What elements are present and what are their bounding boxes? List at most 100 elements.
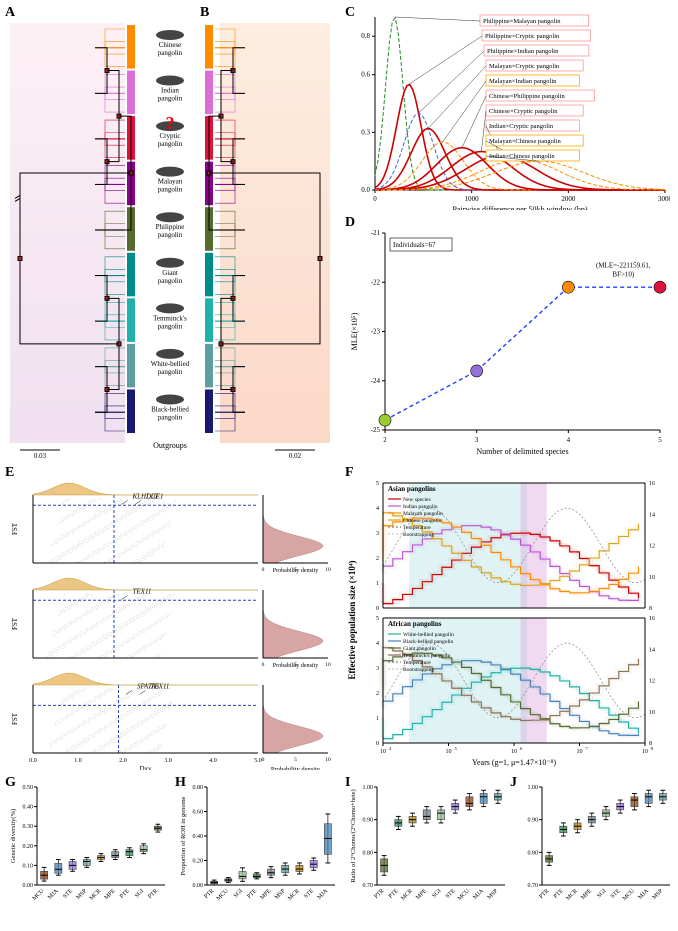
svg-text:0.30: 0.30 bbox=[23, 824, 34, 830]
panel-f-label: F bbox=[345, 465, 354, 481]
svg-text:6: 6 bbox=[520, 746, 523, 751]
panel-a-label: A bbox=[5, 5, 15, 21]
panel-f: F Effective population size (×10⁴)810121… bbox=[345, 465, 670, 770]
svg-text:-25: -25 bbox=[371, 426, 381, 434]
svg-text:Temminck's pangolin: Temminck's pangolin bbox=[403, 653, 450, 659]
svg-text:Indian×Cryptic pangolin: Indian×Cryptic pangolin bbox=[489, 123, 554, 130]
svg-text:0.03: 0.03 bbox=[34, 452, 47, 460]
svg-text:0.00: 0.00 bbox=[193, 883, 204, 889]
panel-d-chart: 2345-25-24-23-22-21Number of delimited s… bbox=[345, 215, 670, 460]
svg-text:0.20: 0.20 bbox=[193, 859, 204, 865]
svg-text:0.10: 0.10 bbox=[23, 863, 34, 869]
svg-text:SGI: SGI bbox=[431, 888, 442, 899]
svg-text:MCR: MCR bbox=[400, 888, 414, 902]
svg-text:0: 0 bbox=[373, 195, 377, 203]
svg-text:-21: -21 bbox=[371, 229, 381, 237]
svg-text:4: 4 bbox=[389, 746, 392, 751]
svg-text:10: 10 bbox=[325, 662, 331, 668]
panel-g-chart: 0.000.100.200.300.400.50Genetic diversit… bbox=[5, 775, 170, 925]
svg-text:2.0: 2.0 bbox=[119, 758, 127, 764]
svg-text:0.80: 0.80 bbox=[193, 785, 204, 791]
svg-text:Probability density: Probability density bbox=[271, 766, 321, 770]
svg-text:1: 1 bbox=[376, 581, 379, 587]
svg-text:Genetic diversity(%): Genetic diversity(%) bbox=[10, 809, 17, 863]
svg-text:STE: STE bbox=[445, 888, 457, 900]
svg-text:MPE: MPE bbox=[415, 888, 428, 901]
svg-text:3.0: 3.0 bbox=[164, 758, 172, 764]
svg-text:Giant pangolin: Giant pangolin bbox=[403, 646, 436, 652]
svg-text:MPE: MPE bbox=[104, 888, 117, 901]
svg-text:MCU: MCU bbox=[32, 888, 46, 902]
svg-text:Indian: Indian bbox=[161, 87, 179, 95]
panel-e-chart: KLHL10DCE1FSTProbability density0510TEX1… bbox=[5, 465, 340, 770]
panel-f-chart: Effective population size (×10⁴)81012141… bbox=[345, 465, 670, 770]
svg-text:SGI: SGI bbox=[134, 888, 145, 899]
svg-text:White-bellied: White-bellied bbox=[151, 360, 190, 368]
svg-text:Effective population size (×10: Effective population size (×10⁴) bbox=[347, 560, 357, 679]
svg-text:Pairwise difference per 50kb w: Pairwise difference per 50kb window (bp) bbox=[452, 205, 587, 210]
svg-text:8: 8 bbox=[649, 606, 652, 612]
svg-text:MCU: MCU bbox=[216, 888, 230, 902]
svg-text:0.0: 0.0 bbox=[361, 186, 370, 194]
svg-text:Black-bellied: Black-bellied bbox=[151, 405, 189, 413]
svg-text:African pangolins: African pangolins bbox=[388, 620, 442, 628]
svg-text:Outgroups: Outgroups bbox=[153, 441, 187, 450]
panel-j-chart: 0.700.800.901.00PTRPTEMCRMPESGISTEMCUMJA… bbox=[510, 775, 675, 925]
svg-text:Temperature: Temperature bbox=[403, 525, 431, 531]
svg-text:pangolin: pangolin bbox=[158, 95, 183, 103]
svg-text:0.90: 0.90 bbox=[363, 818, 374, 824]
svg-text:MSP: MSP bbox=[75, 888, 88, 901]
svg-text:0.40: 0.40 bbox=[193, 834, 204, 840]
svg-text:MCR: MCR bbox=[565, 888, 579, 902]
svg-text:0.80: 0.80 bbox=[363, 850, 374, 856]
svg-text:PTR: PTR bbox=[538, 888, 550, 900]
panel-j: J 0.700.800.901.00PTRPTEMCRMPESGISTEMCUM… bbox=[510, 775, 675, 925]
svg-text:10: 10 bbox=[446, 749, 452, 755]
svg-text:10: 10 bbox=[325, 757, 331, 763]
svg-text:1.00: 1.00 bbox=[363, 785, 374, 791]
svg-text:0: 0 bbox=[262, 662, 265, 668]
svg-text:3: 3 bbox=[376, 666, 379, 672]
svg-text:Temperature: Temperature bbox=[403, 660, 431, 666]
svg-text:16: 16 bbox=[649, 481, 655, 487]
svg-text:14: 14 bbox=[649, 647, 655, 653]
svg-text:0.02: 0.02 bbox=[289, 452, 302, 460]
svg-text:pangolin: pangolin bbox=[158, 413, 183, 421]
svg-text:PTE: PTE bbox=[388, 888, 400, 900]
svg-text:Chinese: Chinese bbox=[159, 41, 182, 49]
svg-text:10: 10 bbox=[325, 567, 331, 573]
svg-text:MSP: MSP bbox=[652, 888, 665, 901]
svg-text:16: 16 bbox=[649, 616, 655, 622]
svg-text:Individuals=67: Individuals=67 bbox=[393, 241, 436, 249]
svg-text:FST: FST bbox=[11, 712, 19, 725]
svg-text:Malayan×Chinese pangolin: Malayan×Chinese pangolin bbox=[489, 138, 561, 145]
panel-g-label: G bbox=[5, 775, 16, 791]
svg-text:pangolin: pangolin bbox=[158, 49, 183, 57]
svg-text:Temminck's: Temminck's bbox=[153, 314, 187, 322]
svg-text:pangolin: pangolin bbox=[158, 277, 183, 285]
svg-text:0.70: 0.70 bbox=[363, 883, 374, 889]
svg-text:2000: 2000 bbox=[561, 195, 576, 203]
figure-container: A B ? ChinesepangolinIndianpangolinCrypt… bbox=[0, 0, 678, 931]
svg-text:MPE: MPE bbox=[259, 888, 272, 901]
svg-text:Philippine×Cryptic pangolin: Philippine×Cryptic pangolin bbox=[485, 33, 560, 40]
svg-text:STE: STE bbox=[62, 888, 74, 900]
svg-text:PTE: PTE bbox=[246, 888, 258, 900]
svg-text:Philippine×Malayan pangolin: Philippine×Malayan pangolin bbox=[483, 18, 561, 25]
svg-text:3: 3 bbox=[475, 436, 479, 444]
svg-text:FST: FST bbox=[11, 617, 19, 630]
svg-text:0.6: 0.6 bbox=[361, 71, 370, 79]
svg-text:4: 4 bbox=[567, 436, 571, 444]
svg-text:0.90: 0.90 bbox=[528, 818, 539, 824]
svg-text:MSP: MSP bbox=[274, 888, 287, 901]
svg-text:?: ? bbox=[166, 113, 175, 133]
svg-text:pangolin: pangolin bbox=[158, 186, 183, 194]
svg-text:Indian×Chinese pangolin: Indian×Chinese pangolin bbox=[489, 153, 555, 160]
svg-text:FST: FST bbox=[11, 522, 19, 535]
svg-text:PTR: PTR bbox=[147, 888, 159, 900]
panel-h: H 0.000.200.400.600.80Proportion of ROH … bbox=[175, 775, 340, 925]
svg-text:SGI: SGI bbox=[596, 888, 607, 899]
svg-text:-24: -24 bbox=[371, 377, 381, 385]
svg-text:pangolin: pangolin bbox=[158, 140, 183, 148]
panel-c-chart: 01000200030000.00.30.60.8Pairwise differ… bbox=[345, 5, 670, 210]
